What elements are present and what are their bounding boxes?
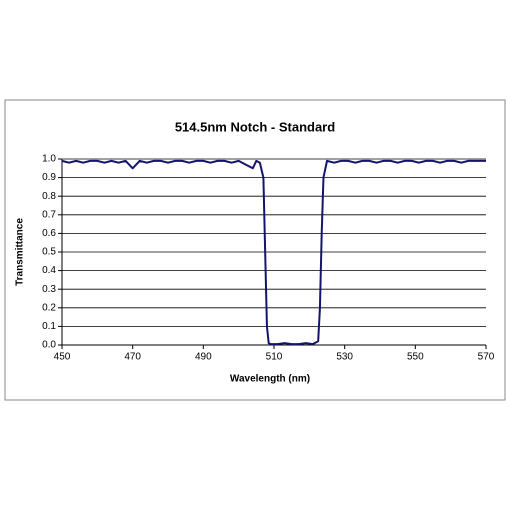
y-tick-label: 1.0 xyxy=(42,154,56,165)
x-tick-label: 510 xyxy=(266,352,283,363)
y-tick-label: 0.3 xyxy=(42,284,56,295)
x-tick-label: 450 xyxy=(54,352,71,363)
y-tick-label: 0.5 xyxy=(42,247,56,258)
y-tick-label: 0.6 xyxy=(42,228,56,239)
y-tick-label: 0.2 xyxy=(42,302,56,313)
x-tick-label: 530 xyxy=(336,352,353,363)
x-tick-label: 490 xyxy=(195,352,212,363)
y-tick-label: 0.0 xyxy=(42,340,56,351)
x-tick-label: 470 xyxy=(124,352,141,363)
chart-frame xyxy=(4,99,506,401)
y-tick-label: 0.8 xyxy=(42,191,56,202)
x-tick-label: 570 xyxy=(478,352,495,363)
x-axis-label: Wavelength (nm) xyxy=(230,374,310,385)
y-tick-label: 0.1 xyxy=(42,321,56,332)
x-tick-label: 550 xyxy=(407,352,424,363)
y-tick-label: 0.4 xyxy=(42,265,56,276)
y-axis-label: Transmittance xyxy=(15,218,26,286)
data-line xyxy=(61,159,486,346)
y-tick-label: 0.9 xyxy=(42,172,56,183)
y-tick-label: 0.7 xyxy=(42,209,56,220)
chart-title: 514.5nm Notch - Standard xyxy=(175,119,335,134)
